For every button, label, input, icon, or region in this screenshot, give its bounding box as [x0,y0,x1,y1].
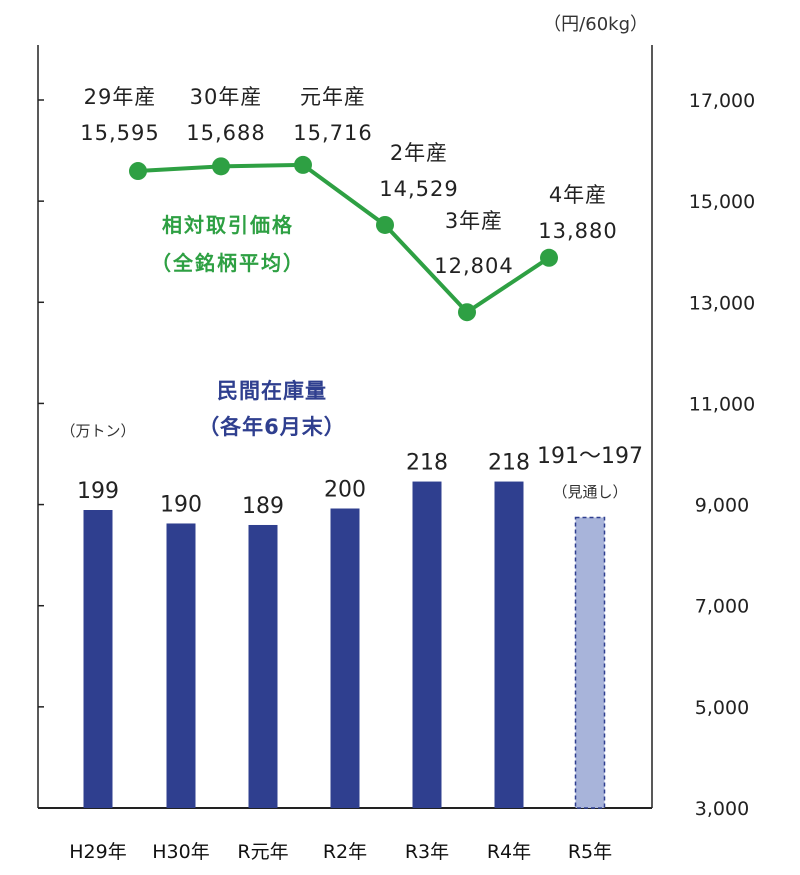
line-series-name: 相対取引価格 [162,213,294,237]
bar [330,508,360,808]
price-year-label: 2年産 [390,141,448,165]
x-tick-label: H29年 [69,841,126,863]
bar-value-label: 199 [77,479,119,504]
price-year-label: 4年産 [549,183,607,207]
y-tick-label: 3,000 [695,798,749,820]
price-point [212,157,230,176]
price-year-label: 29年産 [84,85,157,109]
x-tick-label: R元年 [237,841,288,863]
y-tick-label: 15,000 [689,191,755,213]
line-series-subname: （全銘柄平均） [151,251,305,275]
price-value-label: 14,529 [379,177,458,201]
x-tick-label: R3年 [405,841,449,863]
y-tick-label: 13,000 [689,292,755,314]
price-point [294,155,312,174]
price-points [129,155,558,322]
price-year-label: 3年産 [445,209,503,233]
y-tick-label: 9,000 [695,495,749,517]
bar [412,481,442,808]
price-point [376,215,394,234]
price-point [129,162,147,181]
bar-series-subname: （各年6月末） [198,415,346,439]
bars [83,481,606,809]
y-tick-label: 7,000 [695,596,749,618]
price-value-label: 12,804 [434,254,513,278]
y-tick-label: 5,000 [695,697,749,719]
bar-value-label: 191〜197 [537,444,643,469]
bar-labels: 199 190 189 200 218 218 191〜197 [77,444,643,519]
bar-value-label: 218 [488,451,530,476]
y-tick-label: 11,000 [689,393,755,415]
bar-value-label: 190 [160,492,202,517]
bar [83,510,113,808]
y-ticks: 3,000 5,000 7,000 9,000 11,000 13,000 15,000 17… [38,90,755,820]
bar [494,481,524,808]
price-point [540,248,558,267]
price-year-label: 元年産 [300,85,366,109]
x-tick-label: R2年 [323,841,367,863]
forecast-note: （見通し） [552,483,627,501]
price-point [458,303,476,322]
x-ticks: H29年 H30年 R元年 R2年 R3年 R4年 R5年 [69,841,612,863]
bar [166,523,196,808]
y-tick-label: 17,000 [689,90,755,112]
bar-series-name: 民間在庫量 [217,379,327,403]
price-value-label: 15,716 [293,121,372,145]
price-year-label: 30年産 [190,85,263,109]
bar-value-label: 218 [406,451,448,476]
unit-left: （万トン） [60,422,135,440]
x-tick-label: R5年 [568,841,612,863]
bar-forecast [574,516,606,809]
bar-value-label: 189 [242,494,284,519]
price-labels: 29年産 15,595 30年産 15,688 元年産 15,716 2年産 14,529 3年… [80,85,617,278]
price-value-label: 13,880 [538,219,617,243]
unit-right: （円/60kg） [543,14,648,35]
price-value-label: 15,595 [80,121,159,145]
price-line [137,162,551,315]
price-value-label: 15,688 [186,121,265,145]
bar [248,524,278,808]
x-tick-label: H30年 [152,841,209,863]
bar-value-label: 200 [324,478,366,503]
x-tick-label: R4年 [487,841,531,863]
